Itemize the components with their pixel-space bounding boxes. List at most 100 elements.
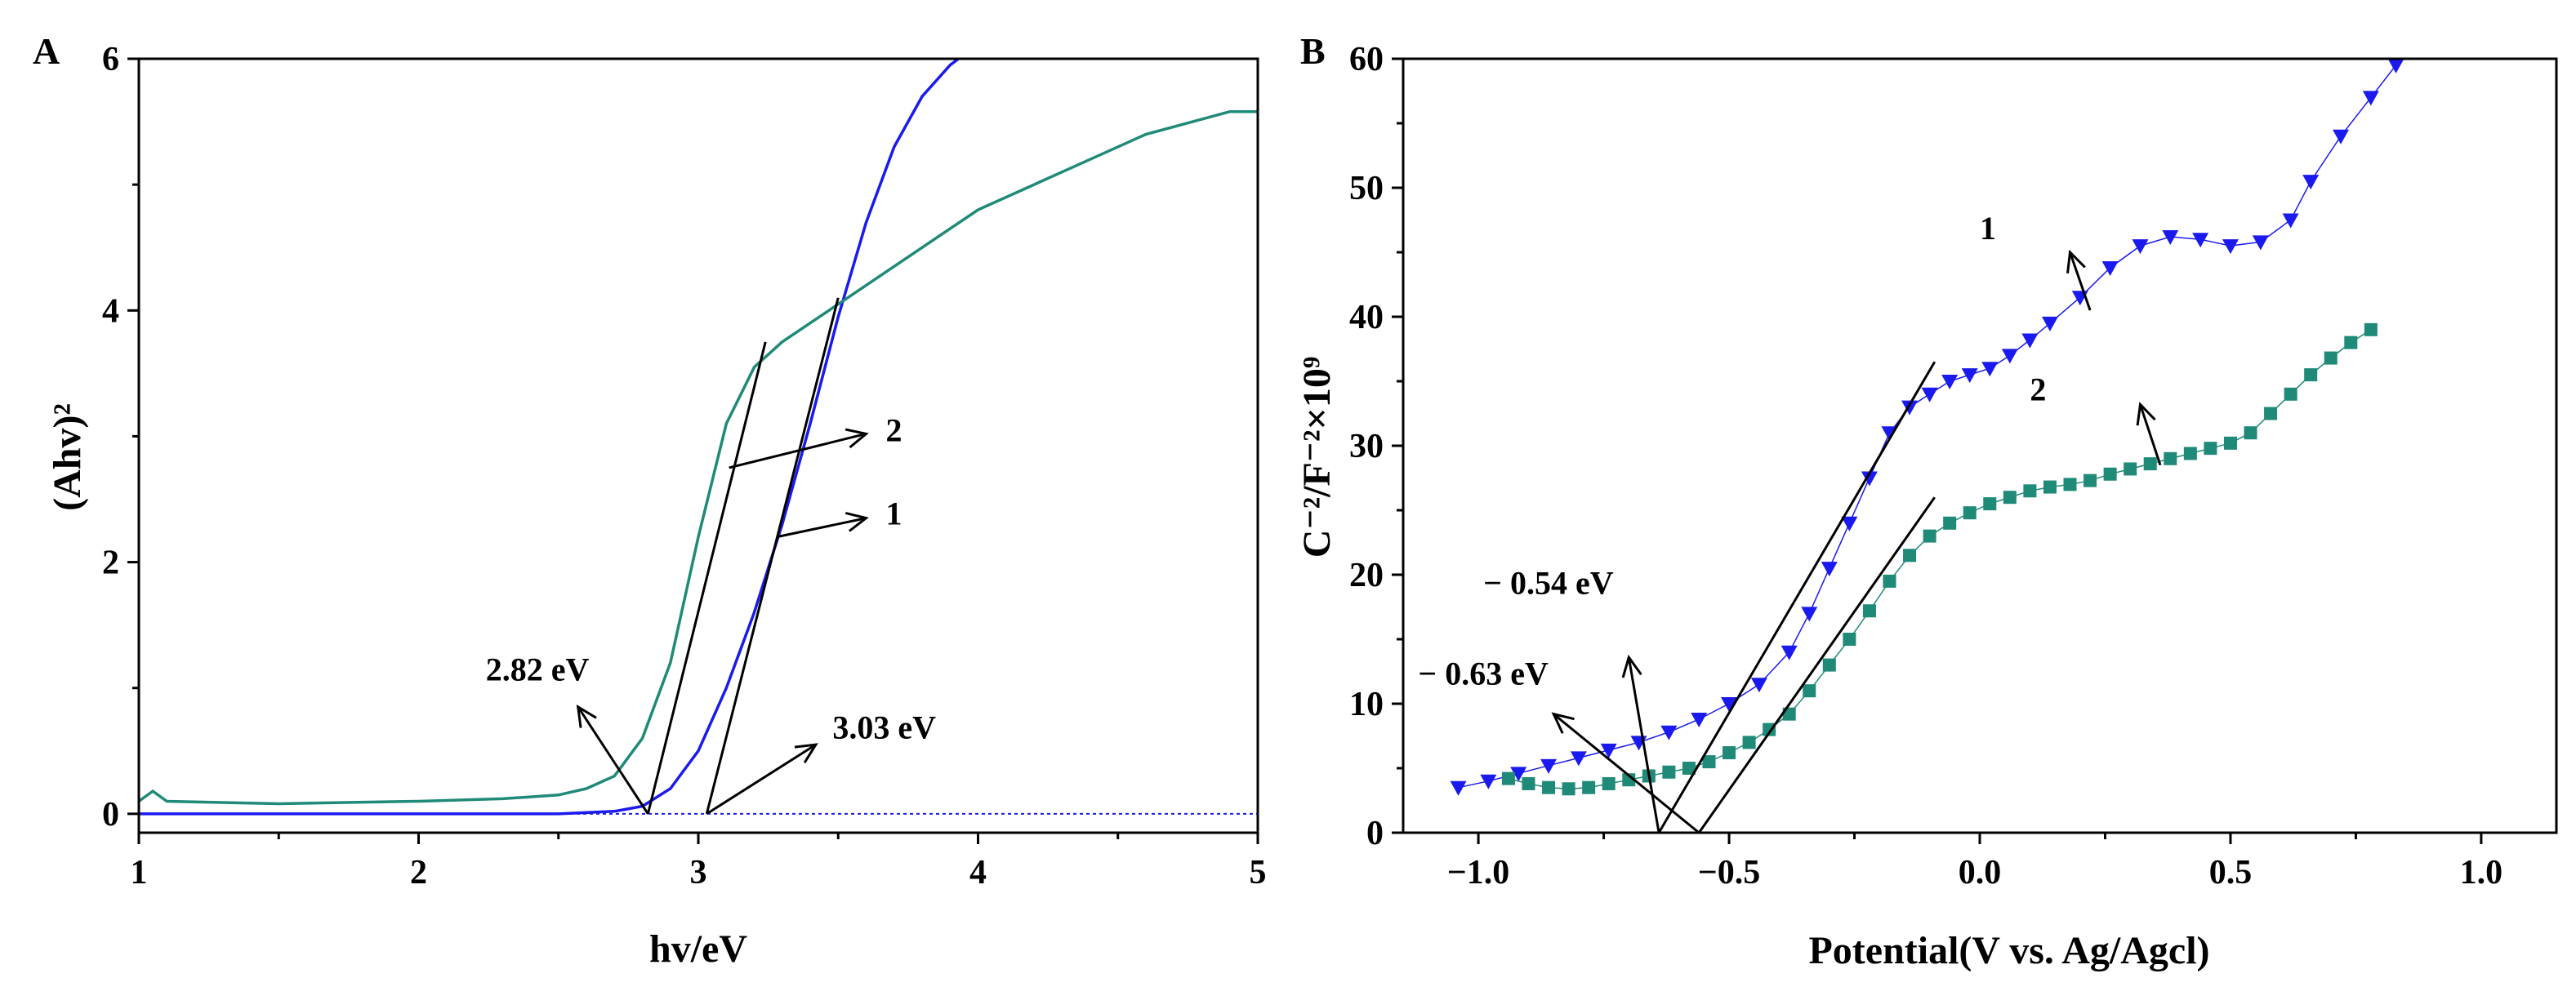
- panel-b-annotation-label: − 0.63 eV: [1418, 655, 1549, 691]
- panel-a-ytick-label: 6: [102, 41, 119, 78]
- panel-b-series-1-point: [1921, 387, 1938, 402]
- panel-a-annotation-arrow: [776, 517, 867, 539]
- panel-b-tangent-2: [1697, 496, 1936, 834]
- panel-b-ylabel: C⁻²/F⁻²×10⁹: [1295, 357, 1339, 558]
- panel-a-label: A: [33, 30, 60, 72]
- panel-b-series-2-point: [1983, 497, 1997, 511]
- panel-a-annotation-arrowhead: [576, 705, 597, 728]
- panel-b-series-2-point: [1923, 529, 1936, 543]
- panel-a-series-1-line: [139, 57, 960, 816]
- panel-b-series-1-point: [1660, 725, 1678, 740]
- panel-b-xtick-label: −1.0: [1447, 854, 1509, 891]
- panel-a-annotation-arrow: [729, 432, 867, 469]
- panel-b-ytick-label: 20: [1349, 557, 1384, 594]
- panel-b-series-2-point: [2084, 473, 2097, 487]
- panel-b-ytick-label: 60: [1349, 41, 1384, 78]
- panel-b-series-2-point: [1843, 633, 1856, 646]
- panel-a-annotation-arrowhead: [794, 743, 818, 763]
- panel-b-xtick-label: 0.0: [1959, 854, 2002, 891]
- panel-b-ytick-label: 0: [1366, 815, 1384, 852]
- panel-a-series-2-line: [137, 109, 1258, 806]
- panel-b-series-2-point: [2003, 491, 2017, 505]
- panel-b-series-2-point: [2063, 478, 2077, 491]
- panel-b-series-1-point: [1540, 758, 1558, 774]
- panel-b-series-2-point: [2364, 322, 2378, 336]
- panel-b-series-2-point: [1501, 771, 1515, 785]
- panel-b-series-2-point: [2043, 480, 2057, 494]
- panel-b-series-1-point: [2041, 316, 2058, 331]
- panel-a-xtick-label: 4: [969, 854, 987, 891]
- panel-b-series-2-point: [2103, 467, 2117, 481]
- panel-b-series-2-point: [1662, 765, 1676, 779]
- panel-a-tangent-1: [705, 297, 840, 815]
- panel-b-ytick-label: 30: [1349, 428, 1384, 465]
- panel-a-ytick-label: 0: [102, 796, 119, 834]
- panel-b-series-1-point: [1981, 362, 1999, 377]
- panel-b-series-1-point: [1480, 774, 1497, 789]
- panel-b-series-1-point: [1450, 780, 1467, 796]
- panel-a-xlabel: hv/eV: [649, 927, 747, 971]
- panel-b-series-2-point: [2143, 457, 2157, 471]
- panel-b-series-2-point: [1822, 658, 1836, 672]
- panel-b-series-1-point: [2192, 233, 2209, 248]
- panel-b-series-1-point: [1941, 375, 1959, 389]
- panel-b-series-1-point: [1821, 562, 1838, 577]
- panel-b-series-2-point: [1602, 776, 1616, 790]
- panel-a-annotation-arrow: [706, 743, 817, 816]
- panel-b-xtick-label: −0.5: [1698, 854, 1760, 891]
- panel-b-series-1-point: [2101, 260, 2119, 276]
- panel-b-series-2-point: [1542, 780, 1556, 794]
- panel-a-annotation-arrowhead: [845, 428, 869, 449]
- panel-b-series-2-point: [1943, 516, 1957, 530]
- panel-b-series-1-point: [1600, 743, 1617, 758]
- panel-b-series-2-point: [1742, 736, 1756, 749]
- panel-b-series-1-point: [2021, 333, 2039, 349]
- panel-a-ytick-label: 4: [102, 292, 119, 330]
- panel-b-series-1-point: [1961, 368, 1978, 384]
- panel-a-annotation-arrow: [577, 706, 649, 815]
- panel-b-series-1-point: [1841, 516, 1858, 531]
- panel-b-annotation-label: − 0.54 eV: [1483, 565, 1614, 602]
- panel-b-series-1-point: [1901, 400, 1919, 416]
- panel-a-ytick-label: 2: [102, 545, 119, 582]
- panel-b-series-1-point: [2222, 239, 2239, 255]
- panel-b-series-2-point: [2264, 407, 2278, 420]
- panel-a-tangent-2: [646, 341, 767, 815]
- panel-b-series-2-point: [1582, 780, 1596, 794]
- panel-a-ylabel: (Ahv)²: [46, 403, 89, 511]
- panel-b-series-2-point: [2284, 387, 2297, 401]
- panel-b-annotation-arrow: [1627, 656, 1660, 834]
- panel-a-xtick-label: 5: [1250, 854, 1267, 891]
- panel-b-series-1-point: [2001, 349, 2018, 364]
- panel-b-series-1-point: [1801, 607, 1818, 622]
- panel-b-series-1-point: [2333, 129, 2350, 144]
- panel-b-ytick-label: 10: [1349, 686, 1384, 723]
- panel-b-series-2-line: [1508, 329, 2372, 790]
- panel-b-series-2-point: [2023, 484, 2037, 498]
- panel-b: B C⁻²/F⁻²×10⁹ Potential(V vs. Ag/Agcl) −…: [1295, 30, 2558, 972]
- panel-b-series-2-point: [1803, 684, 1816, 698]
- panel-b-series-2-point: [1723, 746, 1736, 760]
- panel-b-series-1-point: [1861, 471, 1878, 487]
- panel-b-ytick-label: 50: [1349, 170, 1384, 207]
- panel-b-series-1-point: [1570, 751, 1587, 767]
- panel-a-xtick-label: 3: [690, 854, 707, 891]
- panel-a-annotation-label: 2: [885, 412, 902, 449]
- panel-b-series-1-point: [1780, 645, 1798, 660]
- panel-a-annotation-label: 2.82 eV: [486, 651, 590, 687]
- panel-b-series-2-point: [1562, 782, 1575, 796]
- panel-b-series-1-point: [2162, 230, 2179, 246]
- panel-b-series-2-point: [2344, 336, 2358, 349]
- panel-b-series-1-point: [2132, 239, 2149, 255]
- panel-b-series-2-point: [1862, 604, 1876, 618]
- panel-b-annotation-label: 2: [2030, 371, 2046, 408]
- panel-b-series-1-point: [1510, 767, 1527, 782]
- panel-b-series-2-point: [1963, 506, 1977, 520]
- panel-b-series-2-point: [1522, 776, 1535, 790]
- panel-b-frame: [1402, 57, 2558, 834]
- panel-b-series-2-point: [2183, 447, 2197, 460]
- panel-b-annotation-arrowhead: [1551, 712, 1575, 734]
- panel-b-series-2-point: [1903, 549, 1917, 562]
- panel-b-annotation-label: 1: [1980, 210, 1996, 247]
